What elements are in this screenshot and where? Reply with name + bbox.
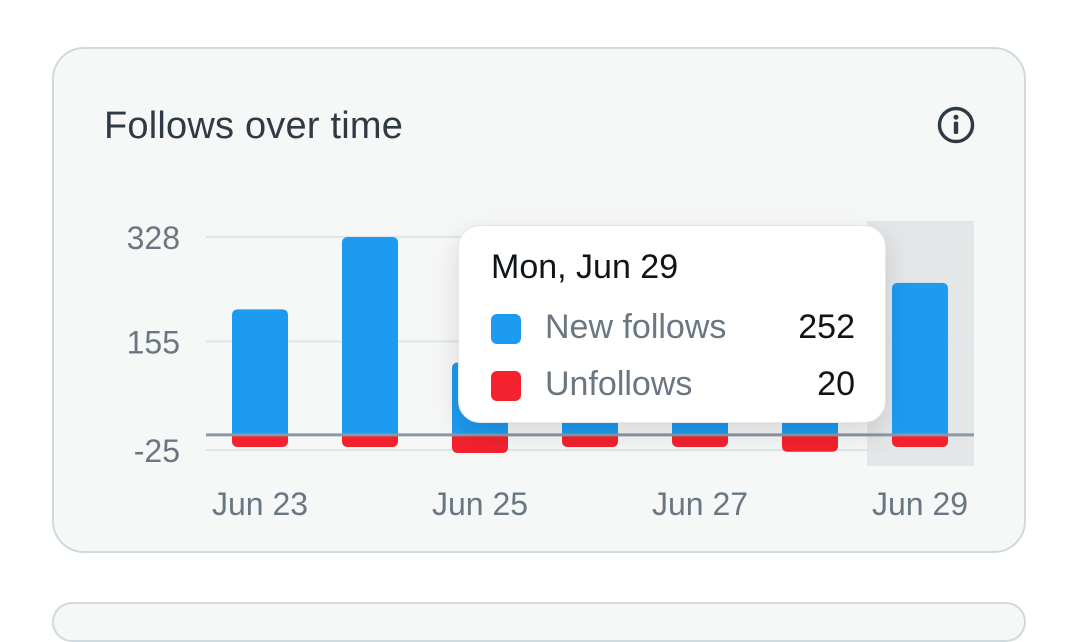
new-follows-swatch bbox=[491, 314, 521, 344]
follows-over-time-card: Follows over time 328 155 -25 Jun 23 Jun 25 J… bbox=[52, 47, 1026, 553]
unfollows-bar bbox=[342, 434, 398, 447]
tooltip-value-new-follows: 252 bbox=[798, 308, 855, 346]
unfollows-bar bbox=[672, 434, 728, 447]
unfollows-bar bbox=[782, 434, 838, 452]
tooltip-value-unfollows: 20 bbox=[817, 365, 855, 403]
y-tick-label: 328 bbox=[127, 220, 180, 256]
unfollows-swatch bbox=[491, 371, 521, 401]
x-tick-label: Jun 23 bbox=[212, 486, 308, 522]
x-tick-label: Jun 25 bbox=[432, 486, 528, 522]
tooltip-label-unfollows: Unfollows bbox=[545, 365, 693, 403]
tooltip-label-new-follows: New follows bbox=[545, 308, 727, 346]
chart-tooltip: Mon, Jun 29 New follows 252 Unfollows 20 bbox=[458, 225, 886, 423]
new-follows-bar bbox=[342, 237, 398, 435]
card-title: Follows over time bbox=[104, 105, 404, 147]
unfollows-bar bbox=[892, 434, 948, 447]
y-tick-label: 155 bbox=[127, 324, 180, 360]
tooltip-row-new-follows: New follows 252 bbox=[491, 308, 855, 348]
unfollows-bar bbox=[452, 434, 508, 454]
x-tick-label: Jun 27 bbox=[652, 486, 748, 522]
x-tick-label: Jun 29 bbox=[872, 486, 968, 522]
new-follows-bar bbox=[892, 282, 948, 435]
tooltip-date: Mon, Jun 29 bbox=[491, 248, 679, 286]
next-card bbox=[52, 602, 1026, 642]
info-icon[interactable] bbox=[936, 105, 976, 145]
tooltip-row-unfollows: Unfollows 20 bbox=[491, 365, 855, 405]
y-tick-label: -25 bbox=[134, 433, 180, 469]
unfollows-bar bbox=[232, 434, 288, 447]
unfollows-bar bbox=[562, 434, 618, 447]
new-follows-bar bbox=[232, 309, 288, 435]
